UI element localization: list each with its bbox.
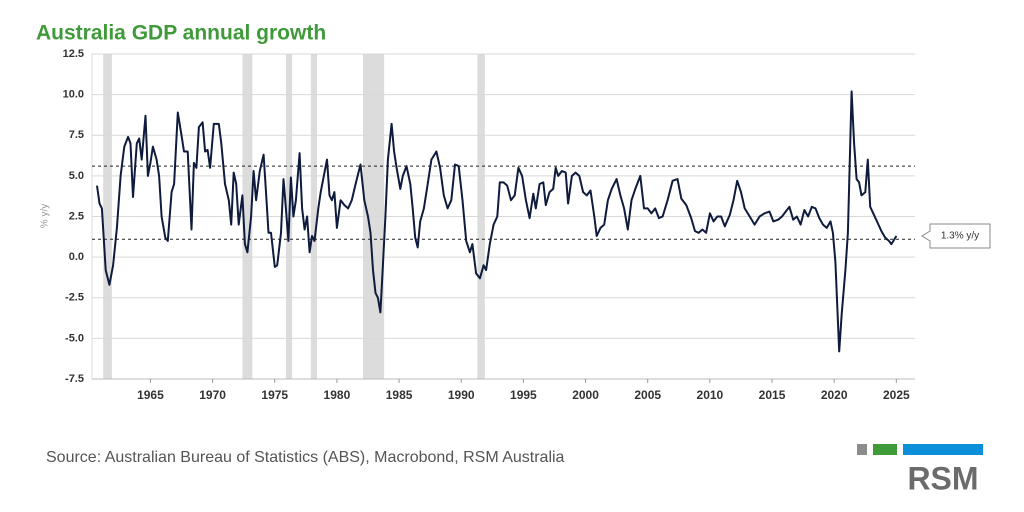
plot-area: 12.5 10.0 7.5 5.0 2.5 0.0 -2.5 -5.0 -7.5 1965 1970… (63, 48, 991, 402)
y-tick-label: -2.5 (65, 292, 84, 304)
x-tick-label: 1965 (137, 388, 164, 402)
y-tick-label: 5.0 (69, 170, 84, 182)
x-tick-label: 2025 (883, 388, 910, 402)
gdp-line (96, 90, 898, 353)
x-tick-label: 2005 (634, 388, 661, 402)
x-tick-label: 1995 (510, 388, 537, 402)
x-tick-label: 1985 (386, 388, 413, 402)
x-tick-label: 1975 (261, 388, 288, 402)
y-tick-label: 12.5 (63, 48, 84, 60)
logo-block-green (873, 444, 897, 455)
x-tick-label: 2020 (821, 388, 848, 402)
annotation-box (921, 223, 991, 249)
y-tick-label: 10.0 (63, 89, 84, 101)
y-tick-label: -5.0 (65, 332, 84, 344)
y-tick-label: -7.5 (65, 373, 84, 385)
x-tick-label: 1990 (448, 388, 475, 402)
y-tick-label: 2.5 (69, 210, 84, 222)
x-tick-label: 1980 (324, 388, 351, 402)
annotation-text: 1.3% y/y (941, 231, 979, 242)
y-tick-label: 0.0 (69, 251, 84, 263)
chart-title: Australia GDP annual growth (36, 22, 326, 45)
y-tick-label: 7.5 (69, 129, 84, 141)
logo-text: RSM (907, 460, 978, 496)
x-tick-label: 1970 (199, 388, 226, 402)
x-tick-label: 2010 (697, 388, 724, 402)
x-tick-label: 2015 (759, 388, 786, 402)
logo-block-gray (857, 444, 867, 455)
source-note: Source: Australian Bureau of Statistics … (46, 449, 565, 466)
x-tick-label: 2000 (572, 388, 599, 402)
logo-block-blue (903, 444, 983, 455)
y-axis-label: % y/y (40, 204, 51, 228)
